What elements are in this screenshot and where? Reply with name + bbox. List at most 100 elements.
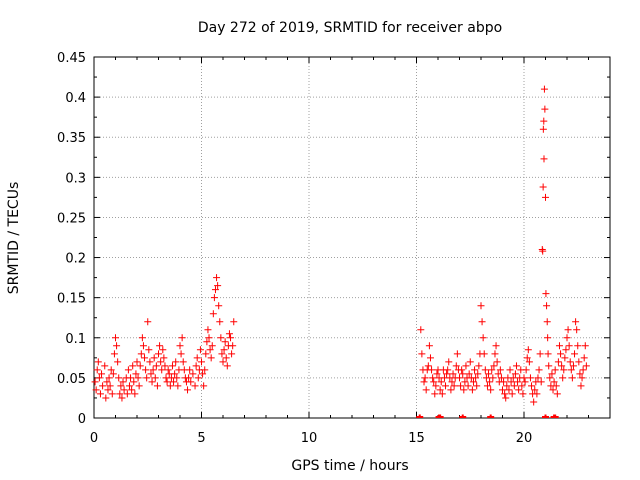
data-point (580, 354, 588, 362)
data-point (219, 358, 227, 366)
data-point (480, 350, 488, 358)
data-point (436, 386, 444, 394)
data-point (437, 378, 445, 386)
data-point (502, 394, 510, 402)
data-point (489, 374, 497, 382)
y-tick-label: 0 (78, 412, 86, 427)
data-point (144, 318, 152, 326)
data-point (205, 334, 213, 342)
data-point (453, 350, 461, 358)
data-point (420, 378, 428, 386)
data-point (422, 386, 430, 394)
data-point (125, 382, 133, 390)
data-point (567, 366, 575, 374)
data-point (442, 382, 450, 390)
data-point (115, 374, 123, 382)
data-point (161, 362, 169, 370)
data-point (211, 286, 219, 294)
data-point (148, 378, 156, 386)
data-point (210, 294, 218, 302)
data-point (123, 390, 131, 398)
y-tick-label: 0.4 (65, 91, 86, 106)
data-point (147, 370, 155, 378)
data-point (131, 390, 139, 398)
data-point (106, 382, 114, 390)
data-point (227, 334, 235, 342)
x-tick-label: 5 (197, 431, 205, 446)
grid (94, 57, 610, 418)
data-point (481, 366, 489, 374)
data-point (215, 302, 223, 310)
data-point (561, 354, 569, 362)
data-point (515, 386, 523, 394)
data-point (186, 366, 194, 374)
data-point (518, 382, 526, 390)
data-point (546, 374, 554, 382)
data-point (578, 374, 586, 382)
data-point (184, 386, 192, 394)
data-point (542, 193, 549, 201)
data-point (208, 342, 216, 350)
data-point (177, 350, 185, 358)
data-point (217, 334, 225, 342)
data-point (540, 85, 548, 93)
data-point (98, 370, 106, 378)
data-point (572, 318, 580, 326)
data-point (424, 362, 432, 370)
data-point (430, 378, 438, 386)
x-tick-label: 20 (516, 431, 533, 446)
data-point (174, 382, 182, 390)
data-point (539, 183, 547, 191)
y-tick-label: 0.2 (65, 252, 86, 267)
data-point (432, 382, 440, 390)
data-point (207, 354, 215, 362)
x-tick-label: 10 (301, 431, 318, 446)
data-point (531, 386, 539, 394)
data-point (542, 290, 550, 298)
data-point (555, 342, 563, 350)
data-point (103, 378, 111, 386)
data-point (116, 390, 124, 398)
data-point (581, 342, 589, 350)
data-point (457, 382, 465, 390)
data-point (428, 366, 436, 374)
data-point (438, 390, 446, 398)
data-point (179, 358, 187, 366)
data-point (134, 374, 142, 382)
data-point (228, 350, 236, 358)
data-point (421, 374, 429, 382)
data-point (150, 354, 158, 362)
data-point (200, 382, 208, 390)
data-point (562, 346, 570, 354)
data-point (545, 362, 553, 370)
data-point (105, 374, 113, 382)
y-tick-label: 0.15 (57, 292, 86, 307)
x-axis-label: GPS time / hours (291, 458, 408, 474)
data-point (193, 354, 201, 362)
data-point (431, 390, 439, 398)
data-point (548, 370, 556, 378)
data-point (141, 354, 149, 362)
data-point (472, 374, 480, 382)
data-point (503, 382, 511, 390)
data-point (563, 334, 571, 342)
data-point (459, 370, 467, 378)
data-point (479, 334, 487, 342)
data-point (155, 350, 162, 358)
data-point (557, 350, 565, 358)
data-point (158, 366, 166, 374)
data-point (194, 374, 202, 382)
data-point (132, 370, 140, 378)
data-point (93, 366, 101, 374)
data-point (142, 366, 150, 374)
data-point-zero (459, 414, 467, 418)
data-point (152, 362, 160, 370)
data-point (172, 358, 180, 366)
data-point (523, 354, 531, 362)
data-point (493, 358, 501, 366)
data-point (426, 354, 434, 362)
data-point (222, 354, 230, 362)
data-point (497, 374, 505, 382)
data-point (209, 310, 217, 318)
